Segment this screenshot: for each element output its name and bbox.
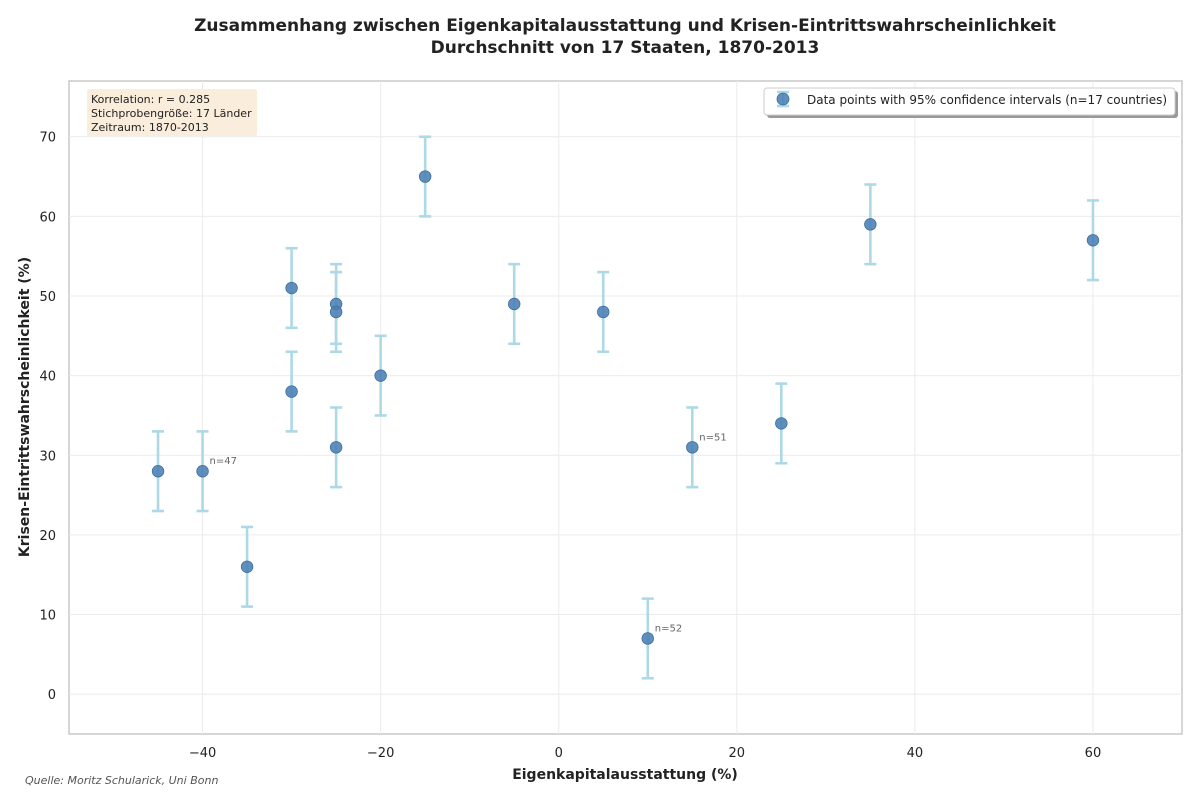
y-tick-label: 40 [39, 370, 56, 385]
data-point [374, 369, 387, 382]
data-point [686, 441, 699, 454]
data-points [151, 170, 1100, 645]
x-tick-label: −20 [367, 746, 394, 761]
data-point [329, 305, 343, 319]
y-axis-ticks: 0 10 20 30 40 50 60 70 [39, 131, 56, 703]
data-point [1086, 234, 1100, 247]
point-annotation: n=52 [655, 623, 682, 634]
y-tick-label: 0 [48, 688, 56, 703]
data-point [775, 417, 788, 430]
point-annotation: n=51 [699, 432, 726, 443]
y-tick-label: 50 [39, 290, 56, 305]
data-point [285, 385, 298, 398]
data-point [285, 281, 298, 295]
stats-correlation: Korrelation: r = 0.285 [91, 93, 210, 106]
data-point [418, 170, 432, 183]
x-tick-label: 0 [555, 746, 563, 761]
data-point [641, 632, 654, 645]
annotations: n=47 n=51 n=52 [210, 432, 727, 634]
grid [69, 81, 1182, 734]
chart-subtitle: Durchschnitt von 17 Staaten, 1870-2013 [431, 38, 820, 58]
data-point [864, 218, 877, 231]
x-tick-label: 20 [729, 746, 746, 761]
data-point [508, 297, 521, 311]
legend-label: Data points with 95% confidence interval… [807, 93, 1167, 107]
stats-box: Korrelation: r = 0.285 Stichprobengröße:… [87, 89, 257, 136]
y-axis-label: Krisen-Eintrittswahrscheinlichkeit (%) [17, 257, 33, 557]
y-tick-label: 10 [39, 609, 56, 624]
x-tick-label: 60 [1085, 746, 1102, 761]
x-tick-label: 40 [907, 746, 924, 761]
x-axis-ticks: −40 −20 0 20 40 60 [189, 746, 1101, 761]
y-tick-label: 60 [39, 210, 56, 225]
point-annotation: n=47 [210, 456, 237, 467]
legend-marker [776, 90, 790, 108]
data-point [196, 465, 209, 478]
x-tick-label: −40 [189, 746, 216, 761]
chart-title: Zusammenhang zwischen Eigenkapitalaussta… [194, 16, 1056, 36]
data-point [240, 560, 254, 573]
stats-period: Zeitraum: 1870-2013 [91, 121, 209, 134]
stats-sample-size: Stichprobengröße: 17 Länder [91, 107, 252, 120]
x-axis-label: Eigenkapitalausstattung (%) [512, 767, 738, 783]
data-point [329, 441, 343, 454]
data-point [151, 465, 165, 478]
data-point [597, 305, 610, 319]
y-tick-label: 70 [39, 131, 56, 146]
source-note: Quelle: Moritz Schularick, Uni Bonn [25, 774, 218, 787]
y-tick-label: 20 [39, 529, 56, 544]
y-tick-label: 30 [39, 449, 56, 464]
legend: Data points with 95% confidence interval… [763, 87, 1178, 118]
plot-area [68, 80, 1183, 735]
